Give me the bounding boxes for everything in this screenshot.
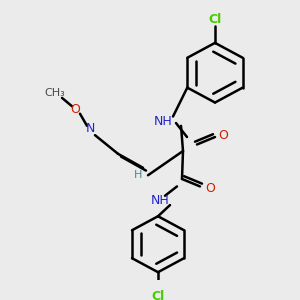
Text: O: O [218, 129, 228, 142]
Text: H: H [134, 170, 142, 180]
Text: NH: NH [154, 115, 172, 128]
Text: O: O [70, 103, 80, 116]
Text: NH: NH [151, 194, 169, 207]
Text: Cl: Cl [152, 290, 165, 300]
Text: Cl: Cl [208, 13, 222, 26]
Text: CH₃: CH₃ [45, 88, 65, 98]
Text: O: O [205, 182, 215, 195]
Text: N: N [85, 122, 95, 135]
